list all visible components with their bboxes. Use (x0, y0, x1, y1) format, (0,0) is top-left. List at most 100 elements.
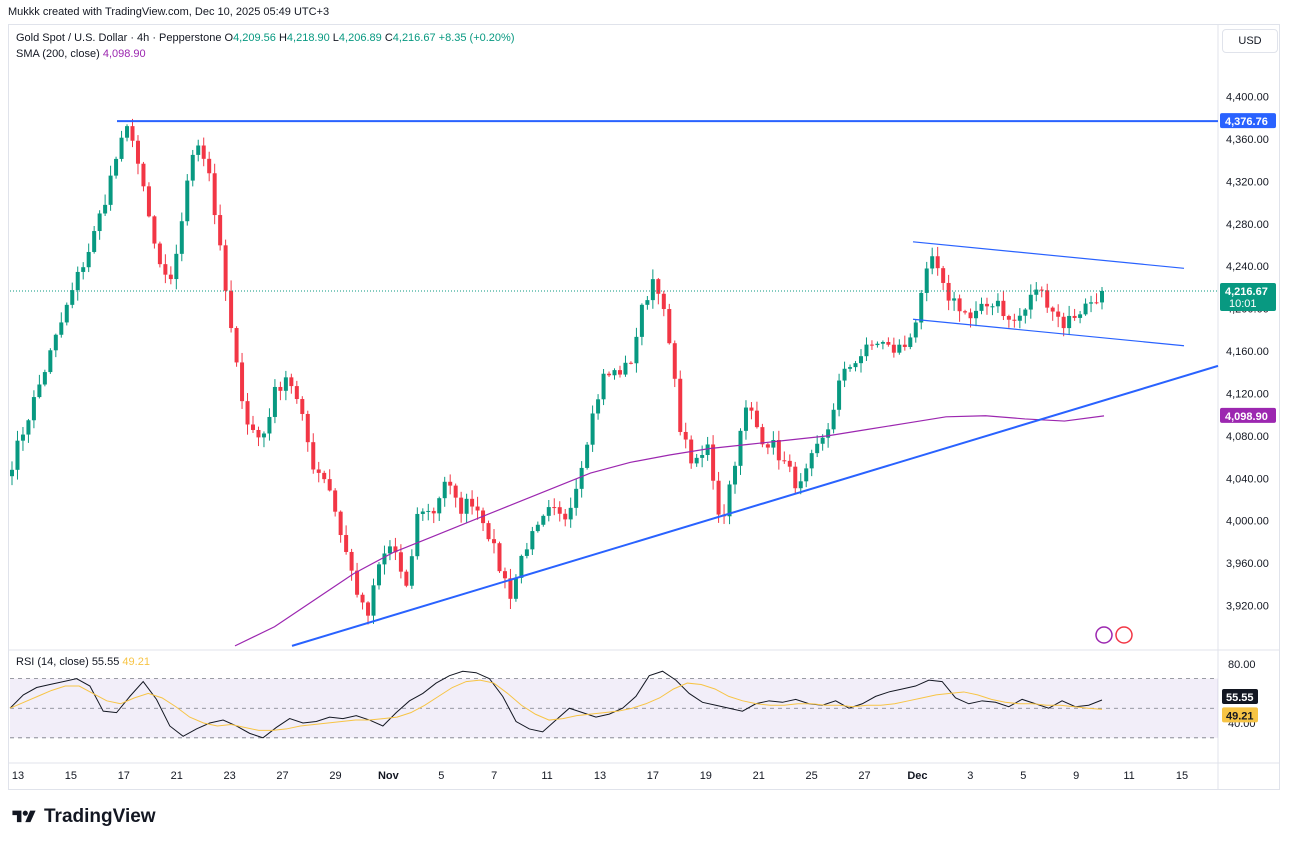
candle-body (70, 290, 75, 305)
candle-body (190, 154, 195, 181)
ohlc-high-label: H (278, 32, 287, 44)
candle-body (574, 488, 579, 508)
candle-body (793, 466, 798, 489)
candle-body (979, 303, 984, 311)
candle-body (645, 300, 650, 305)
candle-body (968, 312, 973, 319)
candle-body (1072, 315, 1077, 318)
us-flag-icon (1115, 626, 1133, 644)
candle-body (437, 498, 442, 514)
candle-body (990, 306, 995, 308)
candle-body (15, 440, 20, 470)
candle-body (103, 204, 108, 214)
candle-body (497, 543, 502, 572)
candle-body (135, 140, 140, 164)
price-tick-label: 4,120.00 (1226, 388, 1269, 400)
ohlc-close-label: C (384, 32, 393, 44)
sma-legend[interactable]: SMA (200, close) 4,098.90 (16, 48, 146, 60)
candle-body (251, 424, 256, 430)
candle-body (261, 433, 266, 438)
candle-body (1067, 315, 1072, 329)
candle-body (207, 158, 212, 174)
channel-upper-line (912, 241, 1185, 269)
time-tick-label: 11 (541, 770, 552, 782)
candle-body (875, 343, 880, 346)
candle-body (963, 311, 968, 313)
candle-body (765, 444, 770, 448)
candle-body (1017, 315, 1022, 321)
candle-body (1045, 290, 1050, 308)
candle-body (53, 334, 58, 351)
currency-button[interactable]: USD (1222, 29, 1278, 53)
candle-body (607, 373, 612, 376)
rsi-tick-label: 80.00 (1228, 659, 1256, 671)
sma-value: 4,098.90 (102, 48, 146, 60)
candle-body (64, 304, 69, 323)
candle-body (612, 370, 617, 376)
price-badge-label: 4,098.90 (1225, 411, 1268, 423)
price-tick-label: 4,000.00 (1226, 516, 1269, 528)
price-tick-label: 3,920.00 (1226, 601, 1269, 613)
time-tick-label: 13 (12, 770, 24, 782)
time-tick-label: 21 (171, 770, 183, 782)
candle-body (743, 407, 748, 431)
candle-body (804, 468, 809, 482)
candle-body (711, 444, 716, 481)
candle-body (661, 293, 666, 310)
candle-body (919, 292, 924, 323)
candle-body (1034, 289, 1039, 295)
candle-body (366, 602, 371, 616)
candle-body (97, 213, 102, 232)
candle-body (245, 401, 250, 425)
candle-body (672, 343, 677, 379)
rsi-legend[interactable]: RSI (14, close) 55.55 49.21 (16, 656, 150, 668)
candle-body (634, 336, 639, 364)
candle-body (952, 298, 957, 301)
candle-body (114, 158, 119, 176)
candle-body (92, 231, 97, 252)
ohlc-low-label: L (332, 32, 339, 44)
time-tick-label: 17 (647, 770, 659, 782)
candle-body (108, 175, 113, 205)
candle-body (420, 511, 425, 514)
candle-body (848, 367, 853, 369)
candle-body (683, 431, 688, 440)
candle-body (398, 552, 403, 572)
candle-body (393, 546, 398, 553)
candle-body (623, 362, 628, 375)
candle-body (283, 377, 288, 391)
candle-body (941, 268, 946, 283)
time-tick-label: 5 (1020, 770, 1026, 782)
candle-body (585, 444, 590, 468)
candle-body (168, 274, 173, 280)
tradingview-logo[interactable]: TradingView (10, 806, 156, 828)
candle-body (174, 253, 179, 280)
candle-body (415, 513, 420, 557)
time-tick-label: 15 (1176, 770, 1188, 782)
candle-body (596, 399, 601, 414)
candle-body (727, 484, 732, 517)
candle-body (639, 304, 644, 337)
candle-body (733, 465, 738, 485)
candle-body (552, 507, 557, 509)
candle-body (935, 256, 940, 269)
candle-body (464, 498, 469, 514)
rsi-ma-value: 49.21 (122, 656, 150, 668)
price-badge-label: 4,376.76 (1225, 116, 1268, 128)
candle-body (617, 370, 622, 375)
candle-body (908, 337, 913, 347)
rising-trendline (291, 364, 1219, 647)
candle-body (48, 350, 53, 373)
candle-body (787, 460, 792, 467)
symbol-legend[interactable]: Gold Spot / U.S. Dollar · 4h · Peppersto… (16, 32, 515, 44)
candle-body (601, 373, 606, 400)
candle-body (1056, 311, 1061, 317)
brand-name: TradingView (44, 806, 156, 827)
candle-body (831, 409, 836, 430)
candle-body (974, 310, 979, 319)
price-tick-label: 4,240.00 (1226, 261, 1269, 273)
candle-body (700, 455, 705, 458)
price-tick-label: 4,280.00 (1226, 219, 1269, 231)
candle-body (502, 571, 507, 579)
